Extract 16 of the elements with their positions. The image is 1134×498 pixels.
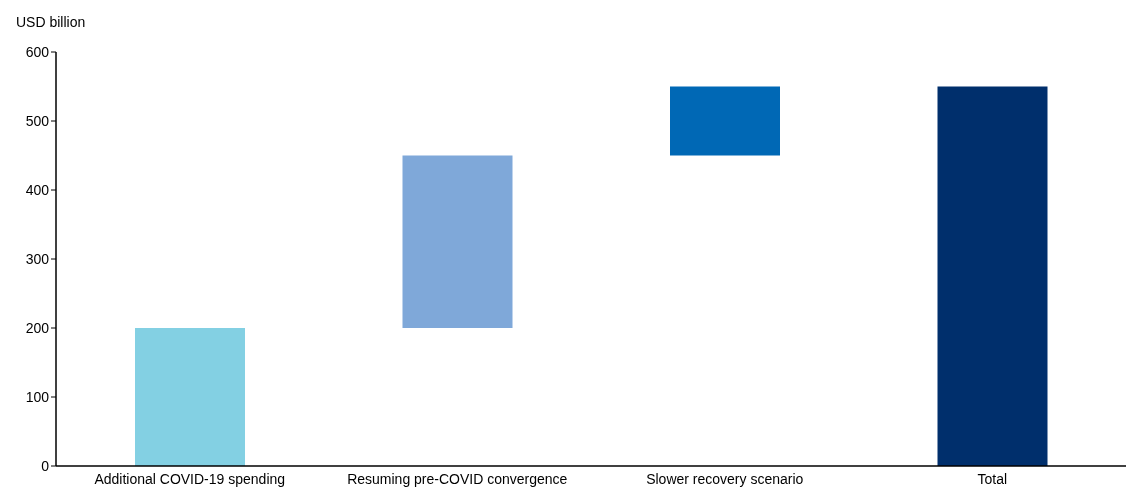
y-tick-label: 500 [25,112,50,129]
y-tick-label: 300 [25,250,50,267]
x-tick-label: Additional COVID-19 spending [94,470,286,487]
x-tick-label: Resuming pre-COVID convergence [347,470,568,487]
y-axis-title: USD billion [16,14,86,30]
y-tick-label: 100 [25,388,50,405]
x-tick-label: Total [977,470,1008,487]
bar [937,86,1048,466]
bar [402,155,513,328]
y-tick-label: 400 [25,181,50,198]
y-tick-label: 0 [41,457,50,474]
x-tick-label: Slower recovery scenario [646,470,804,487]
bar [670,86,780,156]
y-tick-label: 600 [25,43,50,60]
y-tick-label: 200 [25,319,50,336]
bar [135,328,245,466]
